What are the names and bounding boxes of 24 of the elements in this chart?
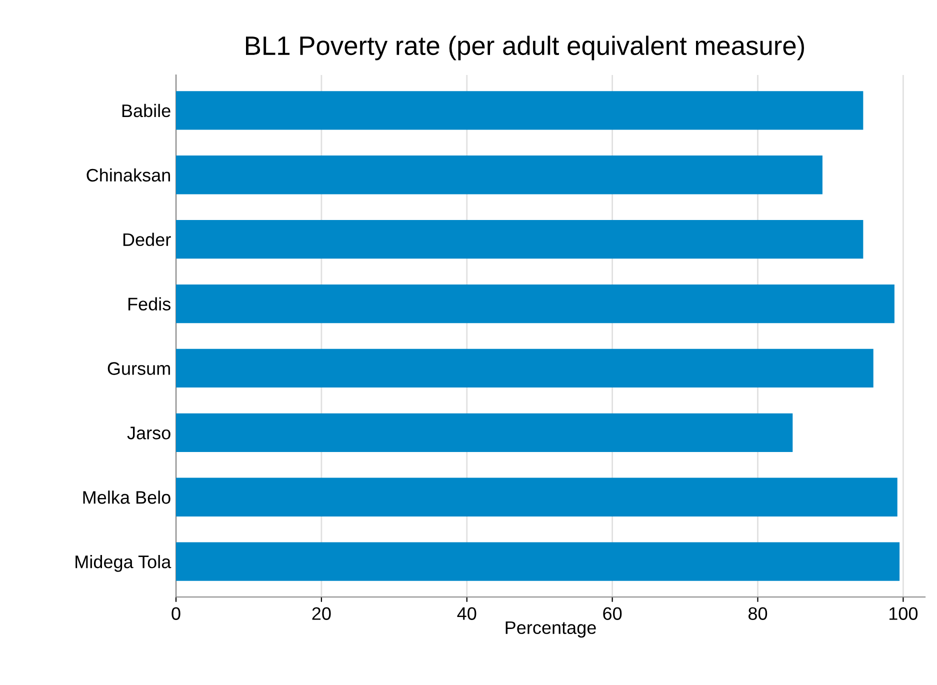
bar [176, 91, 864, 130]
x-tick-label: 0 [172, 607, 180, 620]
y-tick-label: Babile [122, 104, 170, 118]
bar [176, 284, 894, 324]
y-tick-label: Fedis [128, 297, 170, 310]
y-tick-label: Gursum [108, 362, 170, 375]
y-tick-label: Melka Belo [83, 490, 170, 504]
y-tick-label: Jarso [127, 426, 170, 440]
bar [176, 220, 864, 259]
y-tick-label: Deder [123, 232, 171, 246]
x-tick-label: 60 [603, 607, 622, 620]
x-axis-title: Percentage [506, 621, 596, 638]
x-tick-label: 100 [890, 607, 918, 620]
bar [176, 348, 874, 388]
x-tick-label: 40 [457, 607, 476, 620]
y-tick-label: Midega Tola [76, 555, 172, 572]
y-tick-label: Chinaksan [86, 168, 170, 182]
bar [176, 542, 900, 581]
bar [176, 478, 898, 516]
chart-title: BL1 Poverty rate (per adult equivalent measure) [246, 36, 804, 60]
x-tick-label: 80 [748, 607, 768, 620]
bar [176, 156, 822, 194]
x-tick-label: 20 [312, 607, 331, 620]
bar [176, 413, 793, 452]
